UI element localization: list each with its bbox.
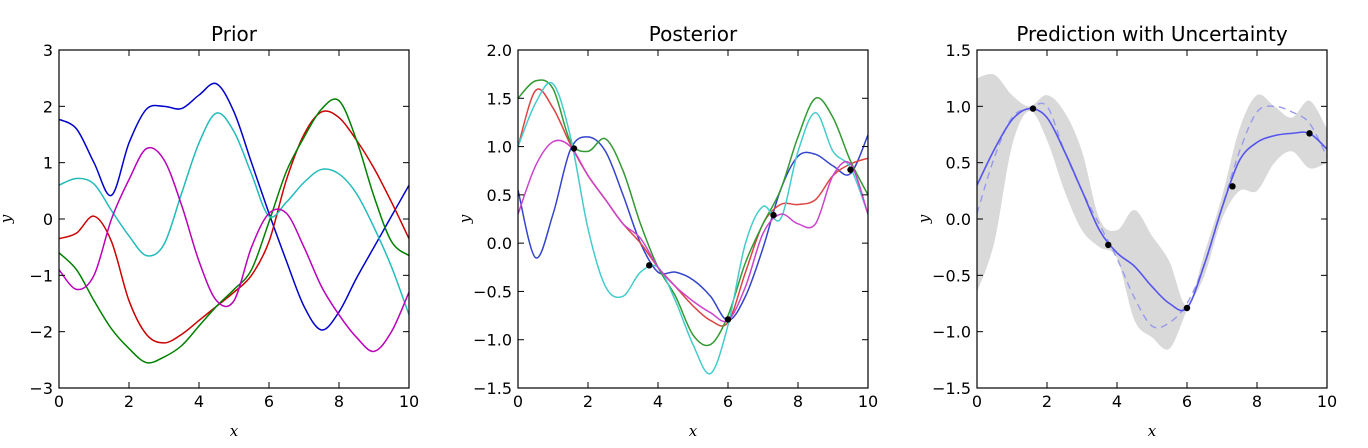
x-tick-label: 8 bbox=[793, 392, 803, 411]
y-tick-label: −3 bbox=[29, 379, 53, 398]
series-line-5 bbox=[59, 146, 409, 353]
y-tick-label: −2 bbox=[29, 323, 53, 342]
chart-panel-1: 0 2 4 6 8 10 −3 −2 −1 0 1 2 3 Prior x y bbox=[0, 22, 419, 440]
x-tick-label: 0 bbox=[972, 392, 982, 411]
observation-point bbox=[646, 262, 653, 269]
y-tick-label: 2 bbox=[43, 97, 53, 116]
uncertainty-band bbox=[977, 74, 1327, 350]
y-tick-label: 2.0 bbox=[487, 41, 512, 60]
x-tick-label: 10 bbox=[858, 392, 878, 411]
chart-panel-2: 0 2 4 6 8 10 −1.5 −1.0 −0.5 0.0 0.5 1.0 1.5 2.0 Poster… bbox=[456, 22, 878, 440]
observation-point bbox=[1183, 304, 1191, 312]
y-axis-label: y bbox=[456, 214, 474, 224]
series-line-4 bbox=[518, 81, 868, 375]
observation-point bbox=[570, 145, 578, 152]
y-tick-label: −1.5 bbox=[473, 379, 512, 398]
observation-point bbox=[1029, 105, 1037, 112]
y-tick-label: 1.5 bbox=[946, 41, 971, 60]
chart-title: Prediction with Uncertainty bbox=[1016, 22, 1288, 46]
x-tick-label: 6 bbox=[1182, 392, 1192, 411]
y-tick-label: 1 bbox=[43, 154, 53, 173]
series-line-4 bbox=[59, 112, 409, 316]
chart-panel-3: 0 2 4 6 8 10 −1.5 −1.0 −0.5 0.0 0.5 1.0 1.5 Predictio… bbox=[915, 22, 1337, 440]
y-axis-label: y bbox=[0, 214, 15, 224]
x-axis-label: x bbox=[689, 422, 698, 440]
series-line-5 bbox=[518, 139, 868, 323]
observation-point bbox=[724, 316, 732, 323]
y-axis-label: y bbox=[915, 214, 933, 224]
series-line-2 bbox=[518, 88, 868, 327]
y-tick-label: −0.5 bbox=[932, 266, 971, 285]
x-tick-label: 10 bbox=[1317, 392, 1337, 411]
y-tick-label: 0.5 bbox=[946, 154, 971, 173]
x-axis-label: x bbox=[230, 422, 239, 440]
observation-point bbox=[847, 166, 854, 173]
plot-area bbox=[977, 74, 1327, 350]
observation-point bbox=[770, 211, 777, 219]
series-line-1 bbox=[518, 134, 868, 322]
x-tick-label: 10 bbox=[399, 392, 419, 411]
y-tick-label: −1.0 bbox=[932, 323, 971, 342]
y-tick-label: 0.0 bbox=[487, 234, 512, 253]
x-tick-label: 2 bbox=[124, 392, 134, 411]
x-tick-label: 8 bbox=[334, 392, 344, 411]
series-line-3 bbox=[59, 98, 409, 364]
y-tick-label: 1.5 bbox=[487, 89, 512, 108]
observation-point bbox=[1105, 241, 1112, 249]
y-tick-label: 1.0 bbox=[487, 138, 512, 157]
plot-frame bbox=[517, 49, 869, 389]
y-tick-label: 0.5 bbox=[487, 186, 512, 205]
y-tick-label: 3 bbox=[43, 41, 53, 60]
y-tick-label: 1.0 bbox=[946, 97, 971, 116]
target-function-line bbox=[977, 102, 1327, 329]
x-tick-label: 2 bbox=[1042, 392, 1052, 411]
y-tick-label: −1 bbox=[29, 266, 53, 285]
plot-area bbox=[518, 79, 868, 375]
y-tick-label: 0 bbox=[43, 210, 53, 229]
y-tick-label: 0.0 bbox=[946, 210, 971, 229]
x-tick-label: 4 bbox=[1112, 392, 1122, 411]
series-line-2 bbox=[59, 110, 409, 344]
plot-area bbox=[59, 82, 409, 364]
observation-point bbox=[1229, 183, 1236, 190]
y-tick-label: −0.5 bbox=[473, 282, 512, 301]
chart-title: Prior bbox=[211, 22, 258, 46]
x-tick-label: 2 bbox=[583, 392, 593, 411]
x-tick-label: 6 bbox=[723, 392, 733, 411]
series-line-1 bbox=[59, 82, 409, 331]
x-tick-label: 4 bbox=[653, 392, 663, 411]
y-tick-label: −1.0 bbox=[473, 331, 512, 350]
observation-point bbox=[1306, 130, 1313, 137]
y-tick-label: −1.5 bbox=[932, 379, 971, 398]
x-tick-label: 0 bbox=[54, 392, 64, 411]
x-axis-label: x bbox=[1148, 422, 1157, 440]
x-tick-label: 6 bbox=[264, 392, 274, 411]
x-tick-label: 0 bbox=[513, 392, 523, 411]
x-tick-label: 4 bbox=[194, 392, 204, 411]
x-tick-label: 8 bbox=[1252, 392, 1262, 411]
chart-title: Posterior bbox=[649, 22, 738, 46]
